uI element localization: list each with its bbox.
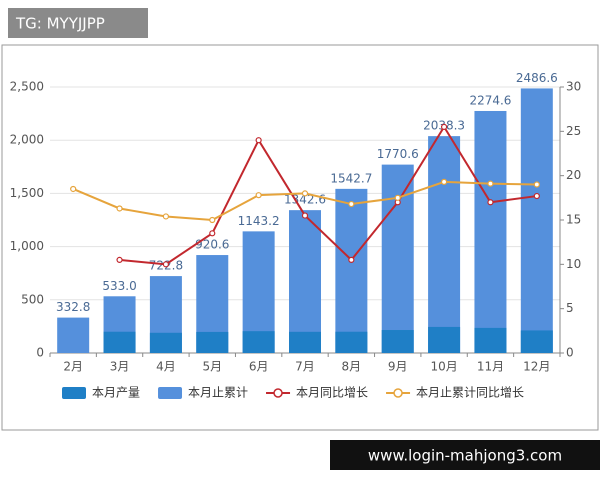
data-label: 920.6 bbox=[195, 238, 229, 252]
y2-tick-label: 30 bbox=[566, 80, 581, 94]
line bbox=[119, 124, 537, 266]
bar bbox=[520, 330, 553, 353]
legend-swatch bbox=[158, 387, 183, 399]
bar bbox=[103, 331, 136, 353]
line-marker bbox=[533, 192, 540, 200]
legend-label: 本月止累计 bbox=[188, 386, 248, 400]
bar bbox=[335, 188, 368, 353]
x-tick-label: 2月 bbox=[63, 360, 83, 374]
bar bbox=[57, 317, 90, 353]
line-marker bbox=[162, 213, 170, 220]
line-marker bbox=[440, 178, 448, 185]
y2-tick-label: 15 bbox=[566, 213, 581, 227]
x-tick-label: 6月 bbox=[249, 360, 269, 374]
bar bbox=[381, 330, 414, 353]
x-tick-label: 10月 bbox=[430, 360, 457, 374]
x-tick-label: 12月 bbox=[523, 360, 550, 374]
y2-tick-label: 10 bbox=[566, 257, 581, 271]
y2-tick-label: 20 bbox=[566, 168, 581, 182]
line-marker bbox=[533, 181, 540, 188]
data-label: 533.0 bbox=[102, 279, 136, 293]
legend-label: 本月产量 bbox=[92, 386, 140, 400]
bar bbox=[242, 331, 275, 353]
data-label: 1143.2 bbox=[238, 214, 280, 228]
data-label: 1542.7 bbox=[330, 171, 372, 185]
line-marker bbox=[209, 216, 216, 224]
line-marker bbox=[440, 123, 448, 131]
bar bbox=[196, 331, 229, 353]
bar bbox=[149, 332, 182, 353]
line-marker bbox=[487, 199, 494, 206]
y-tick-label: 1,500 bbox=[10, 186, 44, 200]
x-tick-label: 3月 bbox=[110, 360, 130, 374]
y-tick-label: 1,000 bbox=[10, 239, 44, 253]
data-label: 2486.6 bbox=[516, 71, 558, 85]
y-tick-label: 2,000 bbox=[10, 133, 44, 147]
x-tick-label: 11月 bbox=[477, 360, 504, 374]
legend-label: 本月同比增长 bbox=[296, 386, 368, 400]
line-marker bbox=[255, 192, 262, 199]
line-marker bbox=[348, 256, 355, 263]
bar bbox=[381, 164, 414, 353]
legend-swatch bbox=[273, 388, 283, 398]
bar bbox=[335, 331, 368, 353]
y-tick-label: 0 bbox=[36, 346, 44, 360]
legend-label: 本月止累计同比增长 bbox=[416, 386, 524, 400]
data-label: 332.8 bbox=[56, 300, 90, 314]
x-tick-label: 7月 bbox=[295, 360, 315, 374]
bar bbox=[289, 331, 321, 353]
data-label: 2274.6 bbox=[469, 93, 511, 107]
tag-box bbox=[8, 8, 148, 38]
bar bbox=[520, 88, 553, 354]
y-tick-label: 500 bbox=[21, 292, 44, 306]
line-marker bbox=[209, 230, 216, 237]
line-marker bbox=[301, 190, 309, 197]
bar bbox=[428, 326, 461, 353]
line-marker bbox=[116, 256, 123, 263]
bar bbox=[474, 327, 507, 353]
data-label: 1770.6 bbox=[377, 147, 419, 161]
url-box bbox=[330, 440, 600, 470]
chart-frame bbox=[1, 44, 599, 431]
line-marker bbox=[487, 180, 494, 187]
line-marker bbox=[255, 137, 262, 144]
legend-swatch bbox=[62, 387, 86, 399]
line-marker bbox=[301, 212, 309, 219]
line-marker bbox=[162, 261, 170, 268]
y-tick-label: 2,500 bbox=[10, 80, 44, 94]
url-text: www.login-mahjong3.com bbox=[368, 447, 562, 465]
x-tick-label: 9月 bbox=[388, 360, 408, 374]
y2-tick-label: 5 bbox=[566, 301, 574, 315]
line-marker bbox=[116, 205, 123, 212]
line-marker bbox=[394, 194, 401, 201]
x-tick-label: 8月 bbox=[342, 360, 362, 374]
bar bbox=[428, 136, 461, 353]
legend-swatch bbox=[393, 388, 403, 398]
bar bbox=[289, 210, 321, 353]
y2-tick-label: 25 bbox=[566, 124, 581, 138]
bar bbox=[474, 110, 507, 353]
x-tick-label: 4月 bbox=[156, 360, 176, 374]
x-tick-label: 5月 bbox=[202, 360, 222, 374]
y2-tick-label: 0 bbox=[566, 346, 574, 360]
line-marker bbox=[348, 200, 355, 208]
tag-text: TG: MYYJJPP bbox=[15, 15, 105, 33]
line-marker bbox=[70, 185, 77, 193]
